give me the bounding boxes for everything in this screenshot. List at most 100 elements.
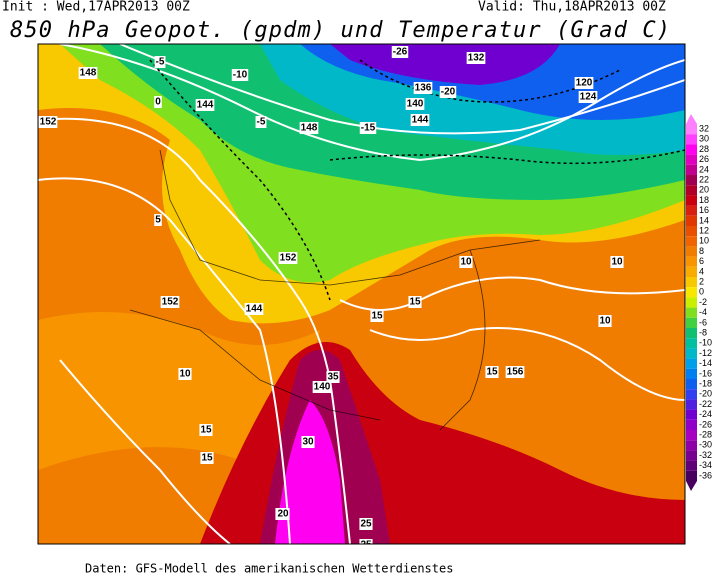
colorbar-label: 24 — [699, 164, 709, 174]
colorbar-label: -30 — [699, 440, 712, 450]
region — [330, 44, 560, 85]
contour-label-bg — [301, 436, 315, 448]
contour-label: 152 — [40, 117, 57, 128]
colorbar-swatch — [686, 205, 697, 216]
contour-label: 144 — [246, 304, 263, 315]
title: 850 hPa Geopot. (gpdm) und Temperatur (G… — [10, 18, 670, 43]
colorbar-swatch — [686, 307, 697, 318]
colorbar-label: -6 — [699, 317, 707, 327]
contour-label-bg — [359, 122, 377, 134]
contour-label-bg — [154, 214, 162, 226]
colorbar-swatch — [686, 460, 697, 471]
footer: Daten: GFS-Modell des amerikanischen Wet… — [85, 562, 453, 576]
contour-label: -10 — [233, 70, 248, 81]
colorbar-label: 10 — [699, 236, 709, 246]
isotherms — [149, 59, 685, 301]
contour-label: 5 — [155, 215, 161, 226]
contour-label-bg — [312, 381, 332, 393]
colorbar-label: 6 — [699, 256, 704, 266]
contour-label: 156 — [507, 367, 524, 378]
contour-label-bg — [610, 256, 624, 268]
contour-label-bg — [154, 56, 166, 68]
contour-label-bg — [505, 366, 525, 378]
colorbar-arrow — [686, 481, 697, 491]
contour-label: 120 — [576, 78, 593, 89]
colorbar-swatch — [686, 440, 697, 451]
contour-label-bg — [278, 252, 298, 264]
contour-label: 10 — [179, 369, 191, 380]
contour-label-bg — [78, 67, 98, 79]
contour-label: 140 — [314, 382, 331, 393]
colorbar-label: 2 — [699, 276, 704, 286]
colorbar-label: 26 — [699, 154, 709, 164]
contour-label-bg — [408, 296, 422, 308]
colorbar-swatch — [686, 470, 697, 481]
contour-label: 10 — [460, 257, 472, 268]
colorbar-label: 14 — [699, 215, 709, 225]
contour-label-bg — [195, 99, 215, 111]
colorbar-label: -22 — [699, 399, 712, 409]
contour-label: 30 — [302, 437, 314, 448]
colorbar-label: 18 — [699, 195, 709, 205]
colorbar-swatch — [686, 297, 697, 308]
colorbar-label: -8 — [699, 327, 707, 337]
colorbar-swatch — [686, 256, 697, 267]
contour-label-bg — [178, 368, 192, 380]
colorbar-swatch — [686, 430, 697, 441]
colorbar-swatch — [686, 277, 697, 288]
colorbar-swatch — [686, 215, 697, 226]
colorbar-swatch — [686, 175, 697, 186]
colorbar-swatch — [686, 154, 697, 165]
colorbar-swatch — [686, 226, 697, 237]
contour-label-bg — [255, 116, 267, 128]
contour-label: 25 — [360, 540, 372, 551]
colorbar-swatch — [686, 379, 697, 390]
map-frame — [37, 43, 686, 545]
colorbar-label: -2 — [699, 297, 707, 307]
colorbar-swatch — [686, 185, 697, 196]
region — [275, 400, 345, 544]
colorbar-swatch — [686, 328, 697, 339]
colorbar-label: 0 — [699, 287, 704, 297]
region — [38, 312, 320, 470]
colorbar-swatch — [686, 246, 697, 257]
contour-label-bg — [359, 539, 373, 544]
contour-label-bg — [578, 91, 598, 103]
colorbar-swatch — [686, 348, 697, 359]
colorbar-swatch — [686, 124, 697, 135]
contour-label-bg — [370, 310, 384, 322]
colorbar-swatch — [686, 358, 697, 369]
contour-label: 144 — [197, 100, 214, 111]
contour-label: 15 — [371, 311, 383, 322]
colorbar-label: 30 — [699, 134, 709, 144]
colorbar-label: 20 — [699, 185, 709, 195]
colorbar-label: -34 — [699, 460, 712, 470]
contour-label: 0 — [155, 97, 161, 108]
colorbar-swatch — [686, 134, 697, 145]
colorbar-arrow — [686, 114, 697, 124]
init-time: Init : Wed,17APR2013 00Z — [2, 0, 190, 15]
colorbar-label: -36 — [699, 470, 712, 480]
colorbar-swatch — [686, 195, 697, 206]
contour-label-bg — [485, 366, 499, 378]
contour-label: -26 — [393, 47, 408, 58]
contour-label-bg — [154, 96, 162, 108]
contour-label: 35 — [327, 372, 339, 383]
colorbar-swatch — [686, 164, 697, 175]
contour-label: 124 — [580, 92, 597, 103]
contour-label: 148 — [301, 123, 318, 134]
contour-label-bg — [199, 424, 213, 436]
contour-label: 132 — [468, 53, 485, 64]
contour-label-bg — [359, 518, 373, 530]
contour-label: 136 — [415, 83, 432, 94]
contour-label-bg — [231, 69, 249, 81]
colorbar-label: -24 — [699, 409, 712, 419]
colorbar-swatch — [686, 419, 697, 430]
colorbar-label: -16 — [699, 368, 712, 378]
colorbar-swatch — [686, 389, 697, 400]
colorbar-swatch — [686, 450, 697, 461]
contour-label: -5 — [156, 57, 165, 68]
colorbar-swatch — [686, 317, 697, 328]
contour-label-bg — [598, 315, 612, 327]
